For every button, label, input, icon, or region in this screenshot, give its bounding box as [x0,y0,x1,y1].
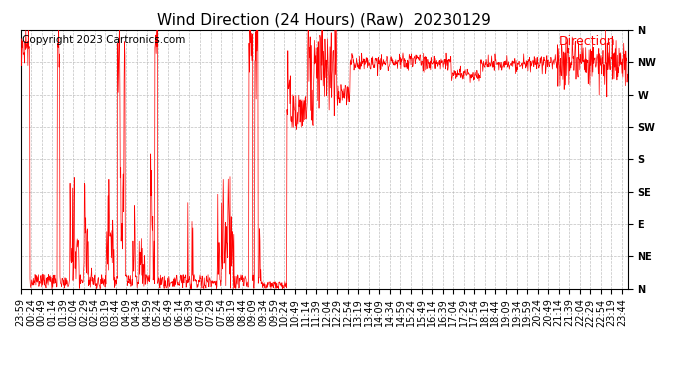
Text: Copyright 2023 Cartronics.com: Copyright 2023 Cartronics.com [22,35,186,45]
Title: Wind Direction (24 Hours) (Raw)  20230129: Wind Direction (24 Hours) (Raw) 20230129 [157,12,491,27]
Text: Direction: Direction [559,35,615,48]
